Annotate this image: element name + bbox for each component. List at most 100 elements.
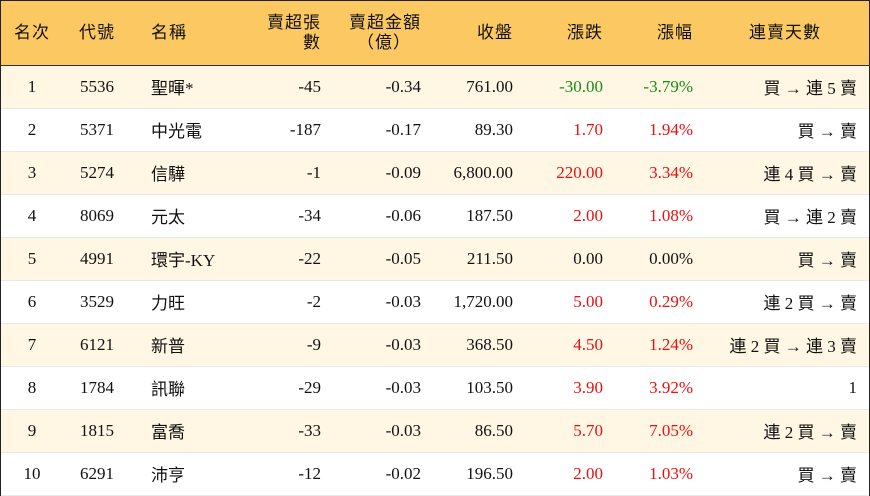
stock-code-cell: 1815: [80, 420, 114, 440]
sell-streak-cell: 連 2 買 → 賣: [763, 294, 858, 313]
sell-streak-cell: 買 → 連 5 賣: [763, 79, 858, 98]
stock-name-cell: 元太: [151, 208, 185, 227]
header-net-sell-amount[interactable]: 賣超金額 （億）: [329, 1, 429, 66]
net-sell-amount-cell: -0.03: [385, 377, 421, 397]
change-pct-cell: 1.08%: [649, 205, 693, 225]
table-body: 1 5536 聖暉* -45 -0.34 761.00 -30.00 -3.79% 買 → 連 …: [1, 65, 869, 495]
close-price-cell: 6,800.00: [453, 162, 514, 182]
stock-code-cell: 5274: [80, 162, 114, 182]
rank-cell: 9: [27, 420, 37, 440]
table-row[interactable]: 5 4991 環宇-KY -22 -0.05 211.50 0.00 0.00% 買 → 賣: [1, 237, 869, 280]
change-cell: 220.00: [556, 162, 603, 182]
table-row[interactable]: 8 1784 訊聯 -29 -0.03 103.50 3.90 3.92% 1: [1, 366, 869, 409]
close-price-cell: 103.50: [466, 377, 513, 397]
table-row[interactable]: 7 6121 新普 -9 -0.03 368.50 4.50 1.24% 連 2 買 → 連 3…: [1, 323, 869, 366]
close-price-cell: 368.50: [466, 334, 513, 354]
stock-name-cell: 富喬: [151, 423, 185, 442]
net-sell-lots-cell: -12: [298, 463, 321, 483]
stock-code-cell: 5536: [80, 76, 114, 96]
header-code[interactable]: 代號: [63, 1, 131, 66]
sell-streak-cell: 買 → 賣: [797, 122, 858, 141]
sell-streak-cell: 連 2 買 → 連 3 賣: [729, 337, 858, 356]
stock-name-cell: 聖暉*: [151, 79, 194, 98]
rank-cell: 10: [23, 463, 41, 483]
net-sell-lots-cell: -187: [289, 119, 321, 139]
header-streak[interactable]: 連賣天數: [701, 1, 869, 66]
header-close[interactable]: 收盤: [429, 1, 521, 66]
close-price-cell: 187.50: [466, 205, 513, 225]
change-pct-cell: -3.79%: [643, 76, 693, 96]
table-row[interactable]: 9 1815 富喬 -33 -0.03 86.50 5.70 7.05% 連 2 買 → 賣: [1, 409, 869, 452]
table-row[interactable]: 2 5371 中光電 -187 -0.17 89.30 1.70 1.94% 買 → 賣: [1, 108, 869, 151]
change-pct-cell: 1.24%: [649, 334, 693, 354]
net-sell-lots-cell: -29: [298, 377, 321, 397]
stock-code-cell: 8069: [80, 205, 114, 225]
change-pct-cell: 7.05%: [649, 420, 693, 440]
change-cell: 5.70: [573, 420, 603, 440]
header-rank[interactable]: 名次: [1, 1, 63, 66]
stock-name-cell: 信驊: [151, 165, 185, 184]
rank-cell: 6: [27, 291, 37, 311]
table-row[interactable]: 1 5536 聖暉* -45 -0.34 761.00 -30.00 -3.79% 買 → 連 …: [1, 65, 869, 108]
change-cell: -30.00: [559, 76, 603, 96]
change-cell: 5.00: [573, 291, 603, 311]
change-pct-cell: 3.34%: [649, 162, 693, 182]
net-sell-lots-cell: -9: [306, 334, 321, 354]
table-row[interactable]: 3 5274 信驊 -1 -0.09 6,800.00 220.00 3.34% 連 4 買 →…: [1, 151, 869, 194]
change-cell: 0.00: [573, 248, 603, 268]
close-price-cell: 1,720.00: [453, 291, 514, 311]
net-sell-amount-cell: -0.02: [385, 463, 421, 483]
sell-streak-cell: 連 2 買 → 賣: [763, 423, 858, 442]
header-change[interactable]: 漲跌: [521, 1, 611, 66]
net-sell-lots-cell: -2: [306, 291, 321, 311]
net-sell-amount-cell: -0.06: [385, 205, 421, 225]
change-pct-cell: 1.03%: [649, 463, 693, 483]
stock-name-cell: 訊聯: [151, 380, 185, 399]
rank-cell: 8: [27, 377, 37, 397]
stock-code-cell: 6121: [80, 334, 114, 354]
stock-code-cell: 6291: [80, 463, 114, 483]
close-price-cell: 211.50: [466, 248, 513, 268]
sell-streak-cell: 連 4 買 → 賣: [763, 165, 858, 184]
net-sell-amount-cell: -0.03: [385, 291, 421, 311]
change-cell: 2.00: [573, 205, 603, 225]
stock-name-cell: 新普: [151, 337, 185, 356]
close-price-cell: 761.00: [466, 76, 513, 96]
sell-streak-cell: 買 → 賣: [797, 251, 858, 270]
rank-cell: 2: [27, 119, 37, 139]
close-price-cell: 196.50: [466, 463, 513, 483]
stock-name-cell: 沛亨: [151, 466, 185, 485]
rank-cell: 4: [27, 205, 37, 225]
change-pct-cell: 3.92%: [649, 377, 693, 397]
net-sell-lots-cell: -34: [298, 205, 321, 225]
net-sell-lots-cell: -45: [298, 76, 321, 96]
net-sell-amount-cell: -0.05: [385, 248, 421, 268]
rank-cell: 7: [27, 334, 37, 354]
change-cell: 4.50: [573, 334, 603, 354]
net-sell-lots-cell: -33: [298, 420, 321, 440]
change-cell: 1.70: [573, 119, 603, 139]
close-price-cell: 89.30: [474, 119, 513, 139]
net-sell-amount-cell: -0.03: [385, 420, 421, 440]
sell-streak-cell: 買 → 賣: [797, 466, 858, 485]
net-sell-amount-cell: -0.09: [385, 162, 421, 182]
table-row[interactable]: 6 3529 力旺 -2 -0.03 1,720.00 5.00 0.29% 連 2 買 → 賣: [1, 280, 869, 323]
net-sell-lots-cell: -22: [298, 248, 321, 268]
stock-code-cell: 1784: [80, 377, 114, 397]
rank-cell: 3: [27, 162, 37, 182]
sell-streak-cell: 1: [848, 377, 858, 397]
close-price-cell: 86.50: [474, 420, 513, 440]
sell-streak-cell: 買 → 連 2 賣: [763, 208, 858, 227]
header-net-sell-lots[interactable]: 賣超張數: [249, 1, 329, 66]
net-sell-amount-cell: -0.34: [385, 76, 421, 96]
change-cell: 3.90: [573, 377, 603, 397]
header-change-pct[interactable]: 漲幅: [611, 1, 701, 66]
change-cell: 2.00: [573, 463, 603, 483]
net-sell-amount-cell: -0.17: [385, 119, 421, 139]
stock-code-cell: 5371: [80, 119, 114, 139]
table-row[interactable]: 4 8069 元太 -34 -0.06 187.50 2.00 1.08% 買 → 連 2 賣: [1, 194, 869, 237]
stock-code-cell: 4991: [80, 248, 114, 268]
header-name[interactable]: 名稱: [131, 1, 249, 66]
table-row[interactable]: 10 6291 沛亨 -12 -0.02 196.50 2.00 1.03% 買 → 賣: [1, 452, 869, 495]
